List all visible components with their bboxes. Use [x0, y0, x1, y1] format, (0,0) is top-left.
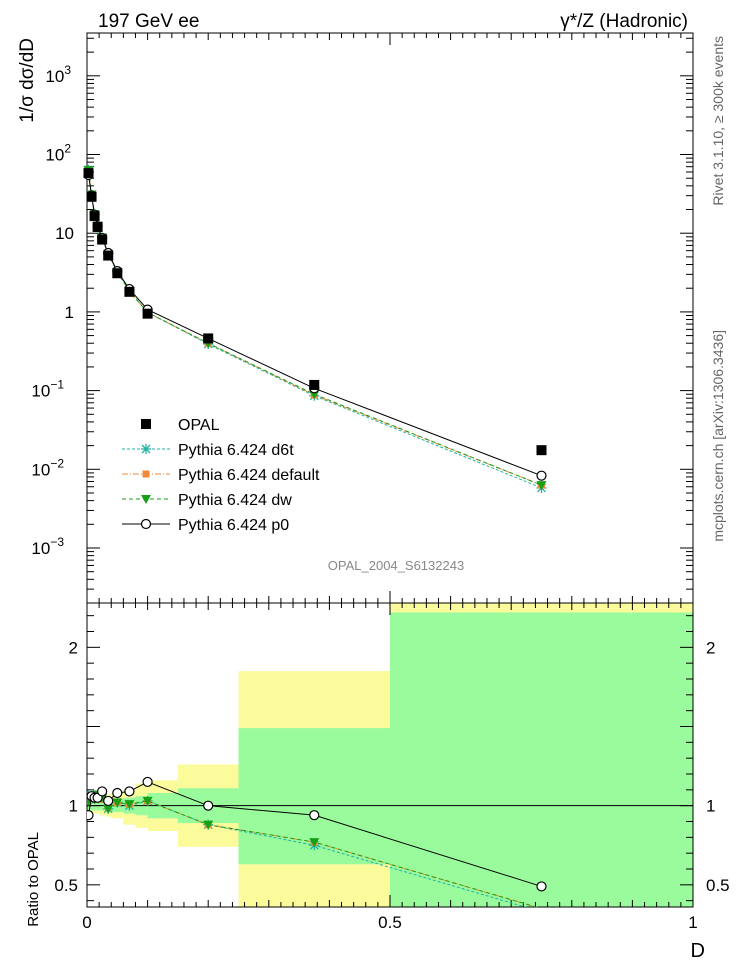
- data-point-pythia-6-424-dw: [124, 800, 135, 810]
- y-tick-label: 103: [45, 63, 71, 86]
- y-tick-label: 102: [45, 142, 71, 165]
- legend-marker: [141, 495, 151, 504]
- data-point-pythia-6-424-dw: [536, 481, 547, 491]
- legend-marker: [140, 518, 152, 530]
- legend-label: Pythia 6.424 p0: [178, 517, 289, 534]
- data-point-opal: [89, 211, 100, 222]
- legend-label: Pythia 6.424 d6t: [178, 442, 294, 459]
- series-line-pythia-6-424-d6t: [88, 793, 528, 907]
- legend-label: OPAL: [178, 417, 220, 434]
- series-line-pythia-6-424-p0: [88, 174, 542, 477]
- data-point-pythia-6-424-p0: [203, 800, 214, 811]
- series-line-pythia-6-424-dw: [88, 170, 542, 486]
- ratio-axes: 0 0.5 10.5 0.51 12 2: [54, 603, 730, 932]
- data-point-pythia-6-424-p0: [309, 810, 320, 821]
- data-point-opal: [92, 221, 103, 232]
- data-point-opal: [142, 308, 153, 319]
- y-tick-label-right: 2: [706, 638, 715, 657]
- data-point-opal: [124, 286, 135, 297]
- analysis-id-label: OPAL_2004_S6132243: [328, 558, 464, 573]
- data-point-pythia-6-424-p0: [97, 786, 108, 797]
- data-point-pythia-6-424-dw: [112, 798, 123, 808]
- y-tick-label: 10: [55, 224, 74, 243]
- data-point-opal: [112, 268, 123, 279]
- x-tick-label: 0.5: [378, 913, 402, 932]
- data-point-pythia-6-424-p0: [112, 787, 123, 799]
- data-point-pythia-6-424-dw: [203, 820, 214, 830]
- y-tick-label: 10−2: [31, 456, 64, 479]
- legend-marker: [141, 419, 151, 429]
- data-point-opal: [203, 333, 214, 344]
- ratio-series-layer: [87, 776, 547, 907]
- y-tick-label-right: 0.5: [706, 876, 730, 895]
- data-point-opal: [309, 379, 320, 390]
- star-stroke: [141, 444, 151, 454]
- ratio-uncertainty-bands: [87, 603, 693, 907]
- y-tick-label: 1: [65, 303, 74, 322]
- main-y-axis-label: 1/σ dσ/dD: [17, 38, 38, 123]
- data-point-pythia-6-424-dw: [142, 796, 153, 806]
- y-tick-label: 0.5: [54, 876, 78, 895]
- x-axis-label: D: [691, 940, 705, 962]
- data-point-opal: [536, 445, 547, 456]
- series-line-pythia-6-424-d6t: [88, 169, 542, 489]
- series-line-pythia-6-424-default: [88, 170, 542, 486]
- title-right: γ*/Z (Hadronic): [560, 11, 688, 32]
- main-series-layer: [83, 164, 547, 493]
- data-point-pythia-6-424-p0: [536, 470, 547, 481]
- data-point-opal: [83, 168, 94, 179]
- y-tick-label: 2: [69, 638, 78, 657]
- data-point-pythia-6-424-p0: [142, 776, 153, 788]
- legend: OPAL Pythia 6.424 d6t Pythia 6.424 default…: [122, 417, 320, 534]
- x-tick-label: 0: [82, 913, 91, 932]
- title-left: 197 GeV ee: [98, 11, 199, 32]
- y-tick-label: 10−1: [31, 378, 64, 401]
- data-point-pythia-6-424-dw: [309, 838, 320, 848]
- data-point-opal: [86, 191, 97, 202]
- y-tick-label-right: 1: [706, 797, 715, 816]
- data-point-pythia-6-424-p0: [536, 881, 547, 892]
- legend-marker: [141, 444, 151, 454]
- data-point-pythia-6-424-p0: [124, 786, 135, 797]
- data-point-opal: [97, 234, 108, 245]
- mcplots-credit-text: mcplots.cern.ch [arXiv:1306.3436]: [710, 330, 726, 542]
- legend-label: Pythia 6.424 dw: [178, 492, 292, 509]
- ratio-y-axis-label: Ratio to OPAL: [25, 832, 42, 927]
- legend-marker: [142, 470, 150, 478]
- data-point-pythia-6-424-p0: [103, 795, 114, 807]
- main-y-axis: 10−3 10−2 10−1 1 10 102 103: [31, 33, 694, 604]
- band-green: [390, 612, 693, 907]
- data-point-pythia-6-424-dw: [103, 804, 114, 814]
- y-tick-label: 1: [69, 797, 78, 816]
- legend-label: Pythia 6.424 default: [178, 467, 320, 484]
- rivet-version-text: Rivet 3.1.10, ≥ 300k events: [710, 36, 726, 206]
- data-point-pythia-6-424-p0: [87, 810, 94, 821]
- data-point-opal: [103, 250, 114, 261]
- y-tick-label: 10−3: [31, 535, 64, 558]
- x-tick-label: 1: [688, 913, 697, 932]
